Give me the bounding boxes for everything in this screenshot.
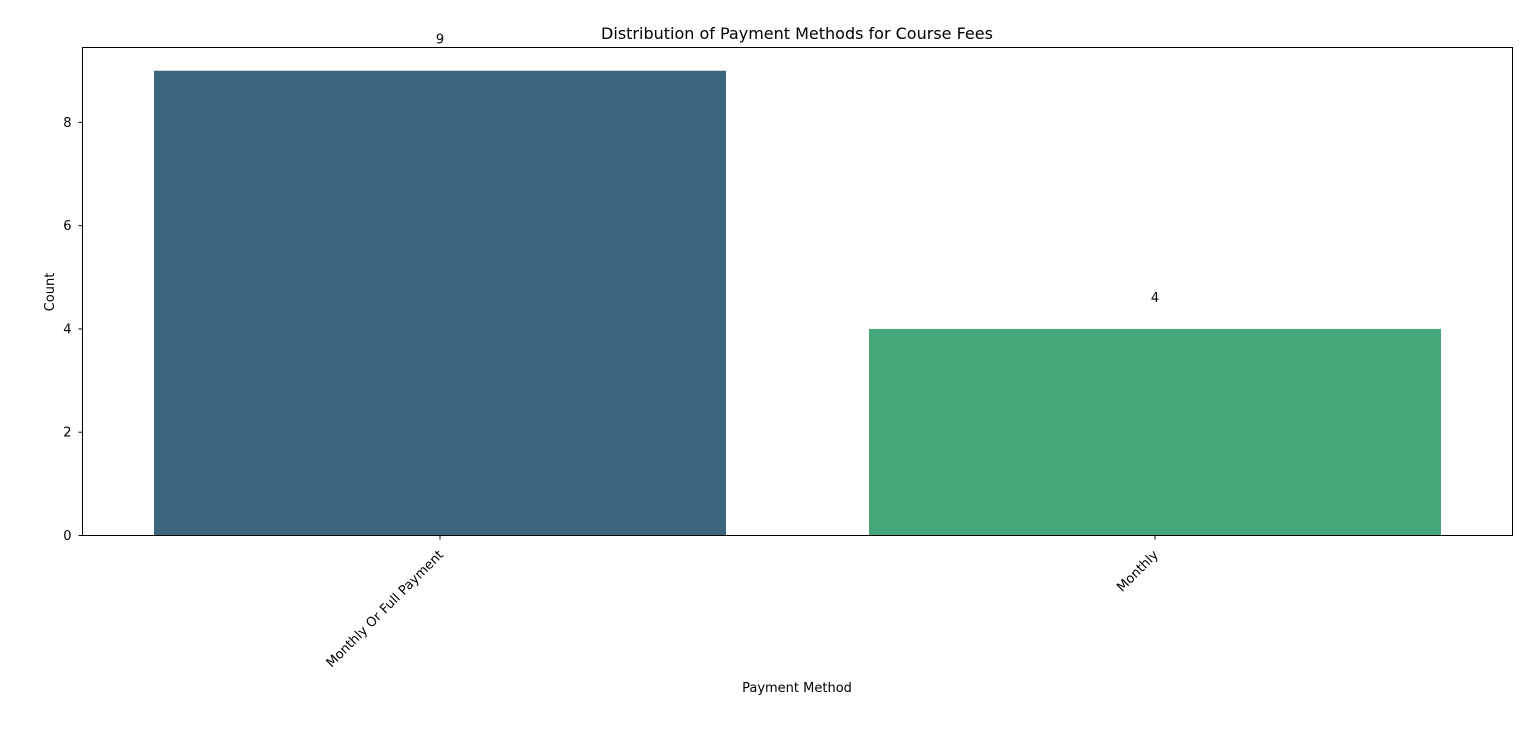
y-axis-label: Count (43, 273, 58, 312)
x-axis-label: Payment Method (742, 681, 852, 696)
bars-group (154, 70, 1441, 536)
y-axis-tick-labels: 0 2 4 6 8 (63, 116, 71, 544)
x-axis-tick-labels: Monthly Or Full Payment Monthly (324, 548, 1162, 671)
data-labels-group: 94 (436, 33, 1159, 306)
x-tick-label: Monthly (1114, 548, 1162, 596)
bar-value-label: 4 (1151, 291, 1159, 306)
y-tick-label: 8 (63, 116, 71, 131)
y-tick-label: 0 (63, 529, 71, 544)
plot-frame (82, 47, 1513, 536)
y-tick-label: 4 (63, 322, 71, 337)
bar (154, 70, 726, 536)
bar-value-label: 9 (436, 33, 444, 48)
chart-title: Distribution of Payment Methods for Cour… (601, 24, 993, 43)
y-tick-label: 2 (63, 426, 71, 441)
y-tick-label: 6 (63, 219, 71, 234)
x-tick-label: Monthly Or Full Payment (324, 548, 447, 671)
bar (869, 328, 1441, 536)
